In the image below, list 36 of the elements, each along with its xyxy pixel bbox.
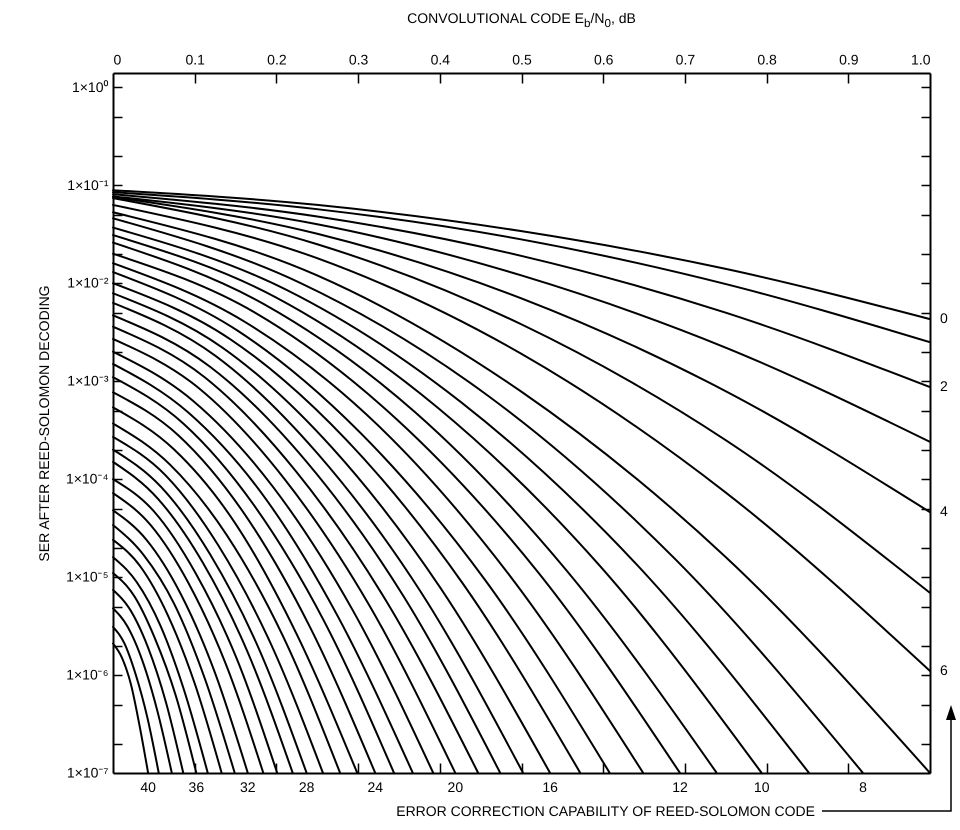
- annotation: 10: [754, 779, 770, 795]
- x-tick-label: 0.4: [430, 52, 450, 68]
- text: ERROR CORRECTION CAPABILITY OF REED-SOLOMON CODE: [396, 803, 815, 819]
- x-tick-label: 0.5: [512, 52, 532, 68]
- annotation: 20: [448, 779, 464, 795]
- annotation: 2: [940, 378, 948, 394]
- annotation: 4: [940, 503, 948, 520]
- y-tick-label: 1×10⁻¹: [67, 176, 109, 193]
- x-tick-label: 0: [114, 52, 122, 68]
- annotation: 12: [672, 779, 688, 795]
- annotation: 28: [298, 779, 315, 795]
- y-tick-label: 1×10⁻²: [67, 274, 109, 291]
- y-axis-title: SER AFTER REED-SOLOMON DECODING: [36, 285, 52, 562]
- annotation: 32: [240, 779, 256, 795]
- annotation: 40: [140, 779, 156, 795]
- x-tick-label: 0.1: [185, 52, 206, 68]
- y-tick-label: 1×10⁰: [72, 78, 108, 95]
- x-tick-label: 0.9: [839, 52, 859, 68]
- annotation: 36: [188, 779, 204, 795]
- y-tick-label: 1×10⁻⁶: [66, 666, 108, 683]
- x-tick-label: 1.0: [911, 52, 931, 68]
- annotation: 24: [367, 779, 384, 795]
- annotation: 8: [859, 779, 868, 795]
- x-tick-label: 0.3: [348, 52, 369, 68]
- annotation: 6: [940, 662, 948, 678]
- x-tick-label: 0.6: [594, 52, 614, 68]
- y-tick-label: 1×10⁻⁷: [66, 764, 108, 780]
- x-tick-label: 0.2: [267, 52, 287, 68]
- annotation: 0: [940, 310, 948, 326]
- y-tick-label: 1×10⁻⁵: [66, 568, 108, 585]
- x-tick-label: 0.7: [676, 52, 696, 68]
- y-tick-label: 1×10⁻³: [67, 372, 109, 389]
- x-tick-label: 0.8: [757, 52, 778, 68]
- annotation: 16: [542, 779, 558, 795]
- y-tick-label: 1×10⁻⁴: [66, 470, 108, 487]
- x-axis-title: CONVOLUTIONAL CODE E$_{b}$/N$_{0}$, dB: [406, 10, 637, 30]
